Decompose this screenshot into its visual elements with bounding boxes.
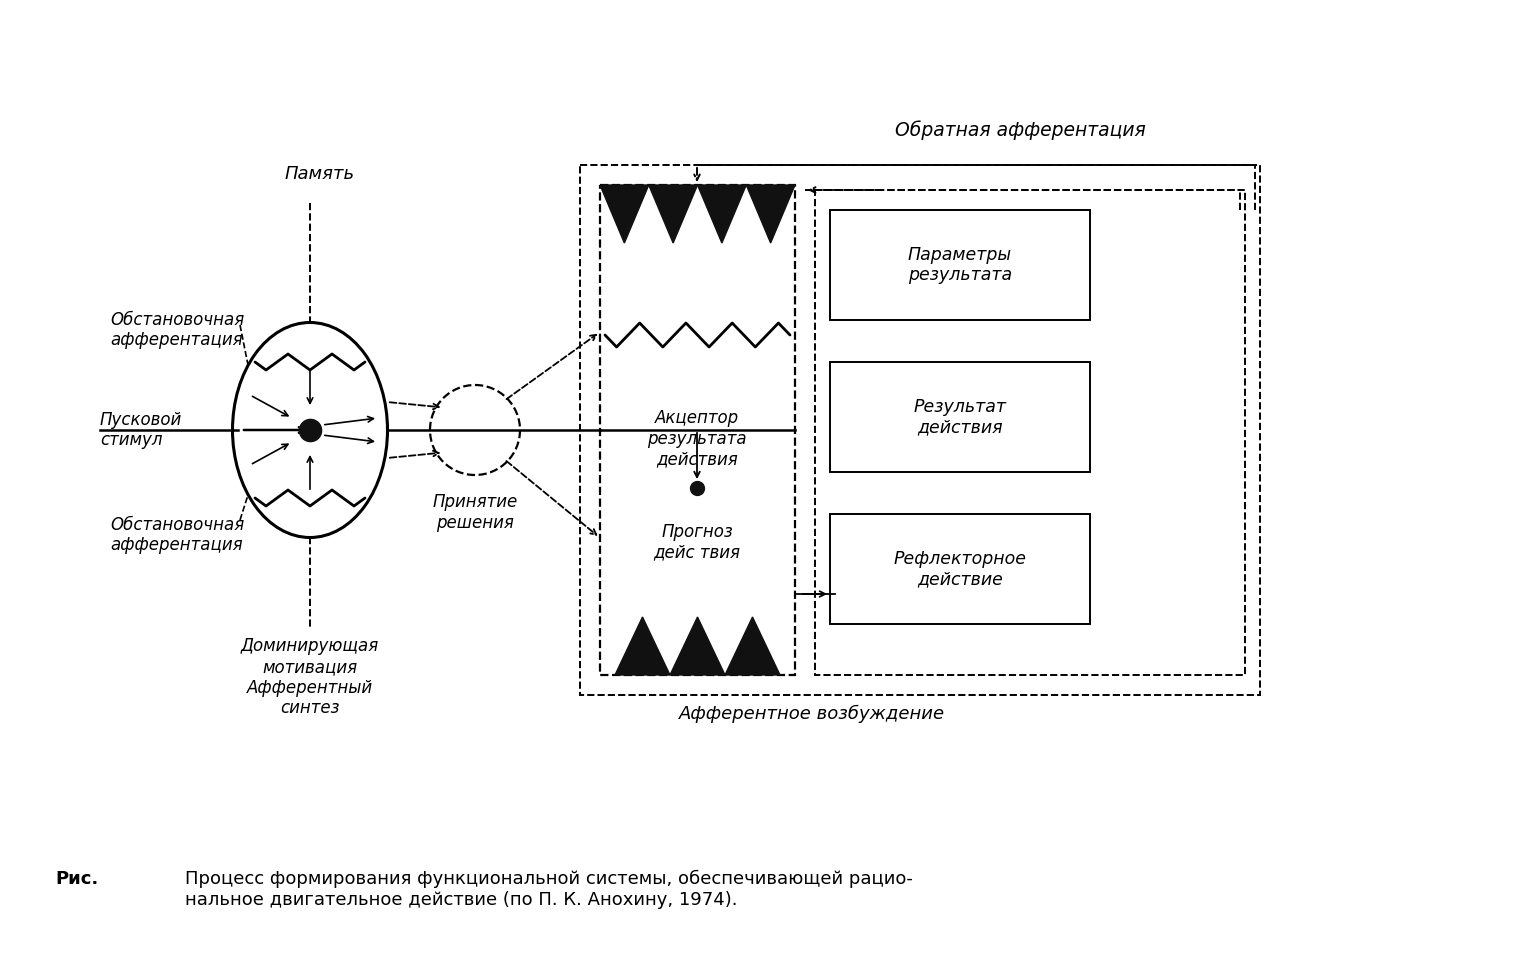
Text: Результат
действия: Результат действия xyxy=(913,397,1007,436)
Bar xyxy=(580,165,1260,695)
Text: Рис.: Рис. xyxy=(55,870,98,888)
Polygon shape xyxy=(671,617,725,675)
Text: Параметры
результата: Параметры результата xyxy=(908,245,1011,284)
Polygon shape xyxy=(600,185,650,243)
Text: Принятие
решения: Принятие решения xyxy=(433,493,518,532)
Text: Акцептор
результата
действия: Акцептор результата действия xyxy=(646,409,746,469)
Text: Афферентное возбуждение: Афферентное возбуждение xyxy=(678,705,945,723)
Text: Рефлекторное
действие: Рефлекторное действие xyxy=(893,549,1026,588)
Polygon shape xyxy=(725,617,780,675)
Bar xyxy=(830,514,1090,624)
Text: Обстановочная
афферентация: Обстановочная афферентация xyxy=(111,516,244,554)
Text: Доминирующая
мотивация
Афферентный
синтез: Доминирующая мотивация Афферентный синте… xyxy=(241,637,378,717)
Bar xyxy=(830,210,1090,320)
Polygon shape xyxy=(650,185,698,243)
Text: Пусковой
стимул: Пусковой стимул xyxy=(100,411,182,450)
Bar xyxy=(600,185,795,675)
Text: Обстановочная
афферентация: Обстановочная афферентация xyxy=(111,311,244,350)
Text: Память: Память xyxy=(285,165,356,183)
Polygon shape xyxy=(746,185,795,243)
Bar xyxy=(815,190,1245,675)
Bar xyxy=(830,362,1090,472)
Polygon shape xyxy=(615,617,671,675)
Text: Процесс формирования функциональной системы, обеспечивающей рацио-
нальное двига: Процесс формирования функциональной сист… xyxy=(185,870,913,909)
Text: Обратная афферентация: Обратная афферентация xyxy=(895,120,1146,140)
Polygon shape xyxy=(698,185,746,243)
Text: Прогноз
дейс твия: Прогноз дейс твия xyxy=(654,522,740,561)
